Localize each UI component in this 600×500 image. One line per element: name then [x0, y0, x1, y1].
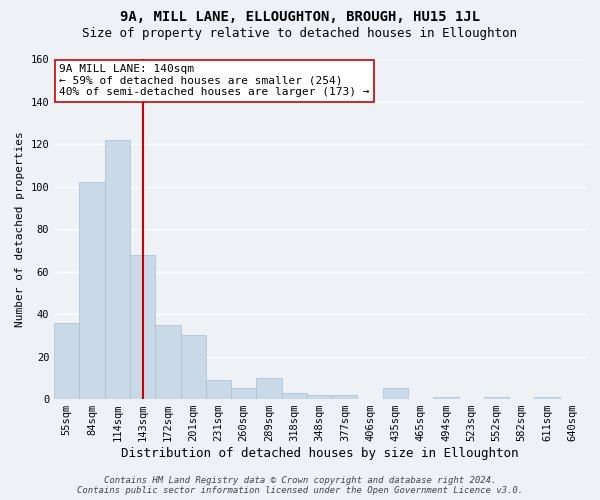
Bar [130, 254, 155, 399]
Y-axis label: Number of detached properties: Number of detached properties [15, 131, 25, 327]
Bar [206, 380, 231, 399]
Bar [383, 388, 408, 399]
Bar [79, 182, 105, 399]
Bar [105, 140, 130, 399]
Bar [484, 397, 509, 399]
Bar [433, 397, 458, 399]
Bar [256, 378, 281, 399]
Bar [181, 336, 206, 399]
Text: 9A, MILL LANE, ELLOUGHTON, BROUGH, HU15 1JL: 9A, MILL LANE, ELLOUGHTON, BROUGH, HU15 … [120, 10, 480, 24]
Bar [281, 392, 307, 399]
Bar [332, 395, 358, 399]
X-axis label: Distribution of detached houses by size in Elloughton: Distribution of detached houses by size … [121, 447, 518, 460]
Bar [231, 388, 256, 399]
Text: Size of property relative to detached houses in Elloughton: Size of property relative to detached ho… [83, 28, 517, 40]
Bar [54, 322, 79, 399]
Bar [535, 397, 560, 399]
Bar [155, 324, 181, 399]
Text: Contains HM Land Registry data © Crown copyright and database right 2024.
Contai: Contains HM Land Registry data © Crown c… [77, 476, 523, 495]
Text: 9A MILL LANE: 140sqm
← 59% of detached houses are smaller (254)
40% of semi-deta: 9A MILL LANE: 140sqm ← 59% of detached h… [59, 64, 370, 98]
Bar [307, 395, 332, 399]
